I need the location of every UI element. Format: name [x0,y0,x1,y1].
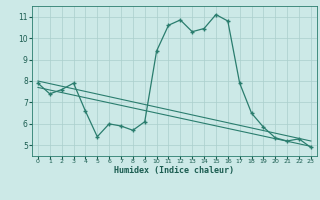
X-axis label: Humidex (Indice chaleur): Humidex (Indice chaleur) [115,166,234,175]
